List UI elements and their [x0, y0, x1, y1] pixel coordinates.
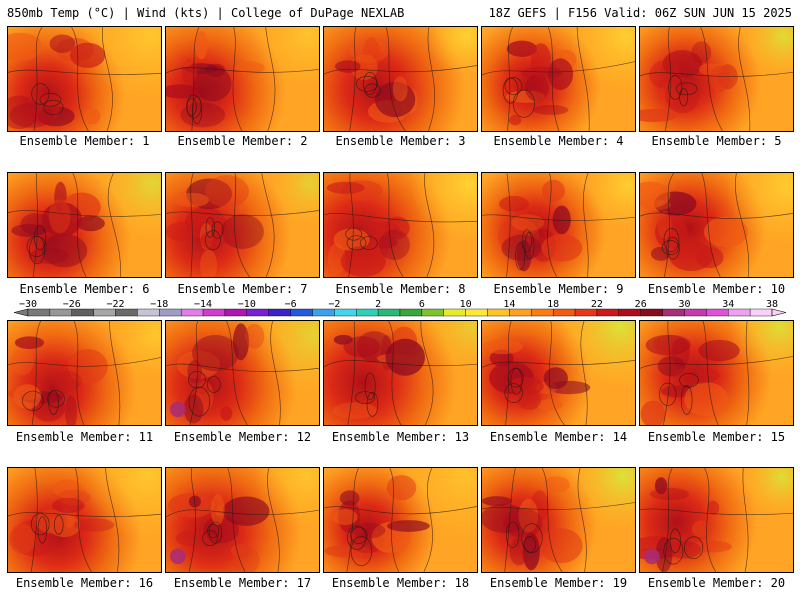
- ensemble-member-label: Ensemble Member: 14: [489, 430, 628, 444]
- ensemble-member-label: Ensemble Member: 8: [335, 282, 466, 296]
- colorbar-segment: [246, 308, 269, 317]
- colorbar-tick-label: −6: [285, 299, 297, 310]
- colorbar-segment: [443, 308, 466, 317]
- colorbar-segment: [137, 308, 160, 317]
- colorbar-segment: [224, 308, 248, 317]
- ensemble-member-label: Ensemble Member: 6: [19, 282, 150, 296]
- ensemble-map-panel: [165, 320, 320, 426]
- colorbar-tick-label: 30: [678, 299, 690, 310]
- colorbar-tick-label: −18: [150, 299, 168, 310]
- ensemble-map-panel: [7, 467, 162, 573]
- ensemble-member-label: Ensemble Member: 16: [15, 576, 154, 590]
- ensemble-map-panel: [165, 172, 320, 278]
- colorbar-arrow-low: [13, 308, 29, 317]
- colorbar-segment: [706, 308, 729, 317]
- colorbar-segment: [728, 308, 751, 317]
- ensemble-map-panel: [481, 320, 636, 426]
- colorbar-segment: [159, 308, 182, 317]
- ensemble-member-label: Ensemble Member: 17: [173, 576, 312, 590]
- colorbar-tick-label: 22: [591, 299, 603, 310]
- colorbar-segment: [180, 308, 204, 317]
- header-title: 850mb Temp (°C) | Wind (kts) | College o…: [7, 6, 405, 20]
- colorbar-segment: [684, 308, 707, 317]
- ensemble-map-panel: [481, 172, 636, 278]
- ensemble-member-label: Ensemble Member: 20: [647, 576, 786, 590]
- ensemble-member-label: Ensemble Member: 11: [15, 430, 154, 444]
- ensemble-map-panel: [323, 320, 478, 426]
- colorbar-segment: [71, 308, 94, 317]
- ensemble-member-label: Ensemble Member: 2: [177, 134, 308, 148]
- colorbar-segment: [399, 308, 423, 317]
- colorbar-segment: [618, 308, 641, 317]
- colorbar-tick-label: 26: [635, 299, 647, 310]
- colorbar-segment: [115, 308, 138, 317]
- ensemble-map-panel: [165, 467, 320, 573]
- colorbar-segment: [574, 308, 598, 317]
- colorbar-tick-label: 38: [766, 299, 778, 310]
- ensemble-map-panel: [481, 467, 636, 573]
- colorbar-segment: [465, 308, 488, 317]
- colorbar-segment: [749, 308, 773, 317]
- ensemble-map-panel: [165, 26, 320, 132]
- colorbar-segment: [49, 308, 72, 317]
- colorbar-segment: [662, 308, 685, 317]
- ensemble-map-panel: [7, 320, 162, 426]
- colorbar-segment: [27, 308, 51, 317]
- colorbar-segment: [202, 308, 226, 317]
- colorbar-segment: [596, 308, 620, 317]
- colorbar-tick-label: 14: [503, 299, 515, 310]
- ensemble-map-panel: [323, 467, 478, 573]
- ensemble-member-label: Ensemble Member: 7: [177, 282, 308, 296]
- colorbar-tick-label: 10: [460, 299, 472, 310]
- colorbar-tick-label: −2: [328, 299, 340, 310]
- colorbar-tick-label: −10: [238, 299, 256, 310]
- ensemble-map-panel: [639, 467, 794, 573]
- colorbar-tick-label: −26: [63, 299, 81, 310]
- colorbar-segment: [377, 308, 401, 317]
- header-run-info: 18Z GEFS | F156 Valid: 06Z SUN JUN 15 20…: [488, 6, 792, 20]
- colorbar-segment: [552, 308, 576, 317]
- colorbar-tick-label: 2: [375, 299, 381, 310]
- colorbar-tick-label: 34: [722, 299, 734, 310]
- ensemble-member-label: Ensemble Member: 19: [489, 576, 628, 590]
- ensemble-map-panel: [323, 172, 478, 278]
- colorbar-segment: [509, 308, 532, 317]
- ensemble-member-label: Ensemble Member: 12: [173, 430, 312, 444]
- ensemble-map-panel: [323, 26, 478, 132]
- temperature-colorbar: −30 −26 −22 −18 −14 −10 −6 −2 2 6 10 14 18 22 26 30 34 38…: [13, 299, 787, 317]
- colorbar-tick-label: −14: [194, 299, 212, 310]
- ensemble-member-label: Ensemble Member: 15: [647, 430, 786, 444]
- ensemble-map-panel: [7, 26, 162, 132]
- colorbar-segment: [334, 308, 357, 317]
- colorbar-tick-label: −30: [19, 299, 37, 310]
- ensemble-member-label: Ensemble Member: 5: [651, 134, 782, 148]
- colorbar-tick-label: 18: [547, 299, 559, 310]
- colorbar-segment: [290, 308, 313, 317]
- ensemble-member-label: Ensemble Member: 18: [331, 576, 470, 590]
- colorbar-segment: [531, 308, 554, 317]
- colorbar-segment: [421, 308, 444, 317]
- colorbar-segment: [312, 308, 335, 317]
- ensemble-map-panel: [639, 26, 794, 132]
- colorbar-arrow-high: [771, 308, 787, 317]
- colorbar-tick-label: 6: [419, 299, 425, 310]
- ensemble-map-panel: [7, 172, 162, 278]
- ensemble-map-panel: [639, 320, 794, 426]
- colorbar-segment: [268, 308, 291, 317]
- ensemble-member-label: Ensemble Member: 4: [493, 134, 624, 148]
- colorbar-segment: [93, 308, 116, 317]
- ensemble-map-panel: [639, 172, 794, 278]
- ensemble-member-label: Ensemble Member: 9: [493, 282, 624, 296]
- colorbar-segment: [487, 308, 510, 317]
- colorbar-segment: [356, 308, 379, 317]
- ensemble-map-panel: [481, 26, 636, 132]
- colorbar-segment: [640, 308, 663, 317]
- ensemble-member-label: Ensemble Member: 3: [335, 134, 466, 148]
- ensemble-member-label: Ensemble Member: 13: [331, 430, 470, 444]
- ensemble-member-label: Ensemble Member: 10: [647, 282, 786, 296]
- ensemble-member-label: Ensemble Member: 1: [19, 134, 150, 148]
- colorbar-tick-label: −22: [106, 299, 124, 310]
